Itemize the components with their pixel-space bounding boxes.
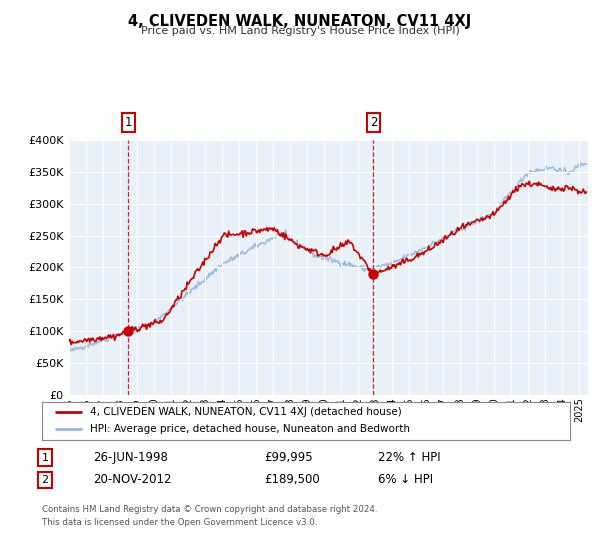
Text: 20-NOV-2012: 20-NOV-2012 [93,473,172,487]
Text: 22% ↑ HPI: 22% ↑ HPI [378,451,440,464]
Text: £99,995: £99,995 [264,451,313,464]
Text: 6% ↓ HPI: 6% ↓ HPI [378,473,433,487]
Text: 1: 1 [41,452,49,463]
Text: Price paid vs. HM Land Registry's House Price Index (HPI): Price paid vs. HM Land Registry's House … [140,26,460,36]
Text: 4, CLIVEDEN WALK, NUNEATON, CV11 4XJ: 4, CLIVEDEN WALK, NUNEATON, CV11 4XJ [128,14,472,29]
Text: HPI: Average price, detached house, Nuneaton and Bedworth: HPI: Average price, detached house, Nune… [89,424,410,435]
Text: 1: 1 [125,116,132,129]
Text: 4, CLIVEDEN WALK, NUNEATON, CV11 4XJ (detached house): 4, CLIVEDEN WALK, NUNEATON, CV11 4XJ (de… [89,407,401,417]
Text: £189,500: £189,500 [264,473,320,487]
Text: This data is licensed under the Open Government Licence v3.0.: This data is licensed under the Open Gov… [42,518,317,527]
Text: Contains HM Land Registry data © Crown copyright and database right 2024.: Contains HM Land Registry data © Crown c… [42,505,377,514]
Text: 2: 2 [41,475,49,485]
Text: 2: 2 [370,116,377,129]
Text: 26-JUN-1998: 26-JUN-1998 [93,451,168,464]
